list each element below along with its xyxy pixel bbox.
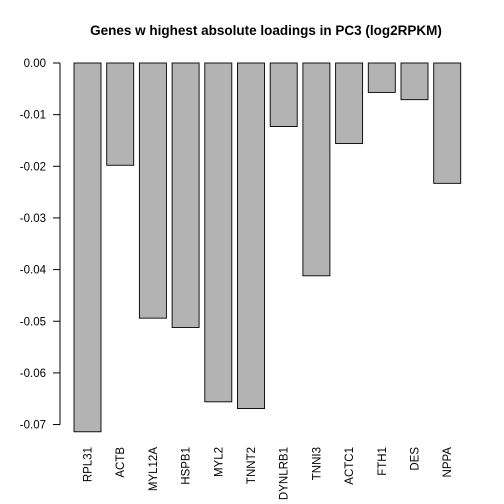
y-tick-label: -0.01 — [20, 110, 46, 122]
bars — [73, 62, 462, 433]
bar-actc1 — [335, 62, 364, 145]
bar-nppa — [433, 62, 462, 184]
y-tick-label: -0.02 — [20, 161, 46, 173]
bar-actb — [106, 62, 135, 166]
x-tick-labels: RPL31 ACTB MYL12A HSPB1 MYL2 TNNT2 DYNLRB1 TNNI… — [83, 447, 455, 500]
bar-myl12a — [138, 62, 167, 319]
bar-fth1 — [367, 62, 396, 93]
y-tick-label: -0.05 — [20, 316, 46, 328]
y-tick-label: -0.04 — [20, 265, 47, 277]
x-tick-label: NPPA — [442, 447, 454, 478]
bar-hspb1 — [171, 62, 200, 328]
bar-tnnt2 — [237, 62, 265, 409]
bar-rpl31 — [73, 62, 102, 433]
x-tick-label: DES — [410, 447, 422, 471]
y-axis: 0.00 -0.01 -0.02 -0.03 -0.04 -0.05 -0.06 -0.07 — [20, 58, 61, 432]
bar-tnni3 — [302, 62, 331, 277]
x-tick-label: DYNLRB1 — [279, 447, 291, 500]
x-tick-label: MYL2 — [213, 447, 225, 477]
bar-dynlrb1 — [269, 62, 298, 127]
y-tick-label: -0.07 — [20, 420, 46, 432]
y-tick-label: 0.00 — [24, 58, 46, 70]
x-tick-label: ACTB — [115, 447, 127, 478]
y-tick-label: -0.06 — [20, 368, 46, 380]
x-tick-label: TNNT2 — [246, 447, 258, 484]
chart-title: Genes w highest absolute loadings in PC3… — [90, 23, 442, 38]
x-tick-label: TNNI3 — [311, 447, 323, 480]
bar-des — [400, 62, 429, 101]
x-tick-label: RPL31 — [83, 447, 95, 482]
x-tick-label: HSPB1 — [181, 447, 193, 485]
bar-myl2 — [204, 62, 233, 403]
y-tick-label: -0.03 — [20, 213, 46, 225]
x-tick-label: ACTC1 — [344, 447, 356, 485]
x-tick-label: FTH1 — [377, 447, 389, 476]
x-tick-label: MYL12A — [148, 447, 160, 491]
